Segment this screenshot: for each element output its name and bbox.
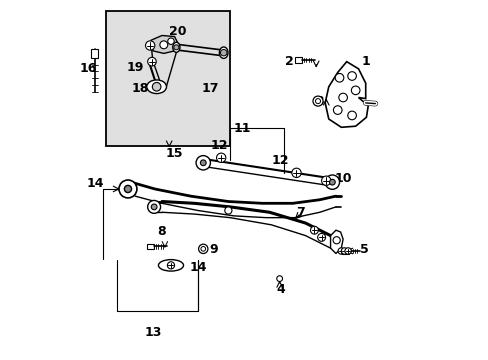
- Circle shape: [167, 262, 174, 269]
- Circle shape: [167, 38, 174, 44]
- Text: 7: 7: [295, 206, 304, 219]
- Text: 9: 9: [209, 243, 218, 256]
- Ellipse shape: [146, 80, 166, 94]
- Text: 18: 18: [132, 82, 149, 95]
- Circle shape: [200, 160, 206, 166]
- Circle shape: [341, 248, 347, 254]
- Circle shape: [196, 156, 210, 170]
- Circle shape: [151, 204, 157, 210]
- Circle shape: [291, 168, 301, 177]
- Circle shape: [216, 153, 225, 162]
- Text: 13: 13: [144, 326, 162, 339]
- Text: 5: 5: [360, 243, 368, 256]
- Text: 8: 8: [158, 225, 166, 238]
- Polygon shape: [151, 36, 178, 53]
- Circle shape: [276, 276, 282, 282]
- Circle shape: [312, 96, 323, 106]
- Polygon shape: [325, 62, 367, 127]
- Circle shape: [333, 106, 341, 114]
- Polygon shape: [330, 230, 343, 253]
- Circle shape: [310, 226, 318, 234]
- Text: 14: 14: [87, 177, 104, 190]
- Bar: [91, 49, 98, 58]
- Text: 4: 4: [275, 283, 284, 296]
- Circle shape: [338, 93, 346, 102]
- Circle shape: [335, 73, 343, 82]
- Bar: [106, 12, 230, 146]
- Bar: [342, 248, 348, 253]
- Text: 19: 19: [126, 60, 143, 73]
- Circle shape: [351, 86, 359, 95]
- Circle shape: [119, 180, 137, 198]
- Circle shape: [329, 179, 335, 185]
- Bar: [146, 244, 153, 249]
- Circle shape: [145, 41, 155, 50]
- Text: 12: 12: [271, 154, 288, 167]
- Circle shape: [321, 176, 330, 185]
- Text: 15: 15: [165, 147, 183, 159]
- Text: 2: 2: [285, 55, 293, 68]
- Text: 1: 1: [361, 55, 370, 68]
- Circle shape: [332, 237, 340, 244]
- Circle shape: [337, 248, 344, 254]
- Text: 12: 12: [210, 139, 228, 152]
- Text: 14: 14: [189, 261, 206, 274]
- Ellipse shape: [219, 47, 227, 58]
- Text: 17: 17: [201, 82, 219, 95]
- Circle shape: [174, 45, 179, 50]
- Circle shape: [147, 57, 156, 66]
- Ellipse shape: [158, 260, 183, 271]
- Ellipse shape: [172, 42, 180, 52]
- Circle shape: [152, 82, 161, 91]
- Circle shape: [201, 247, 205, 251]
- Circle shape: [224, 207, 231, 214]
- Text: 20: 20: [169, 25, 186, 38]
- Text: 10: 10: [334, 172, 351, 185]
- Text: 16: 16: [80, 62, 97, 75]
- Circle shape: [344, 248, 351, 254]
- Circle shape: [124, 185, 131, 193]
- Circle shape: [315, 99, 320, 104]
- Circle shape: [220, 49, 226, 56]
- Text: 11: 11: [233, 122, 251, 135]
- Circle shape: [347, 111, 356, 120]
- Circle shape: [160, 41, 167, 49]
- Bar: [294, 57, 301, 63]
- Circle shape: [347, 72, 356, 80]
- Circle shape: [317, 233, 325, 241]
- Text: 3: 3: [315, 95, 324, 108]
- Circle shape: [147, 201, 160, 213]
- Text: 6: 6: [163, 261, 171, 274]
- Circle shape: [198, 244, 207, 253]
- Circle shape: [325, 175, 339, 189]
